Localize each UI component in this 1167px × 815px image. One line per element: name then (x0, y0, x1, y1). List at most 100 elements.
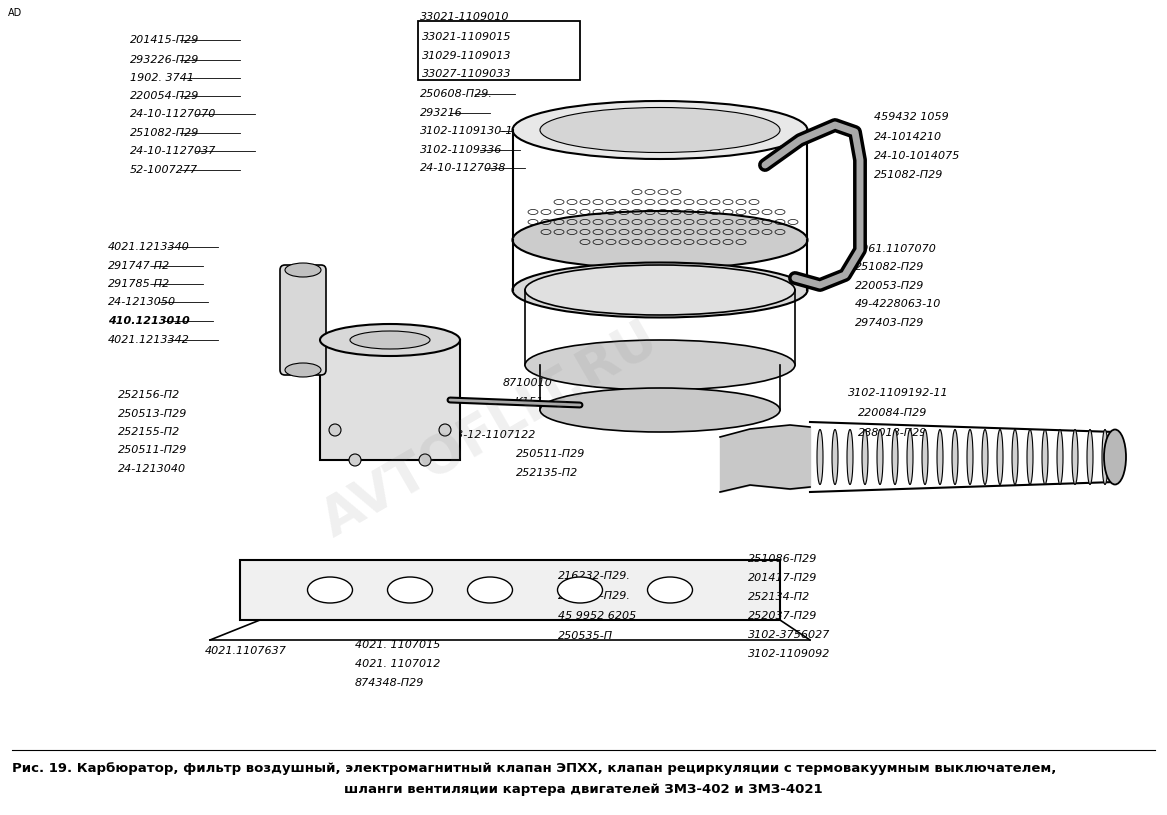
Ellipse shape (540, 388, 780, 432)
Text: 459432 1059: 459432 1059 (874, 112, 949, 122)
Ellipse shape (817, 430, 823, 484)
FancyBboxPatch shape (240, 560, 780, 620)
Text: 4061.1107070: 4061.1107070 (855, 244, 937, 254)
Text: 49-4228063-10: 49-4228063-10 (855, 299, 942, 309)
Text: 33021-1109015: 33021-1109015 (422, 32, 511, 42)
Ellipse shape (1086, 430, 1093, 484)
Text: 293216: 293216 (420, 108, 463, 118)
Ellipse shape (320, 324, 460, 356)
Text: 252037-П29: 252037-П29 (748, 611, 817, 621)
Ellipse shape (997, 430, 1002, 484)
Text: 251082-П29: 251082-П29 (855, 262, 924, 272)
Text: 4021. 1107012: 4021. 1107012 (355, 659, 440, 669)
Ellipse shape (648, 577, 692, 603)
Text: 220084-П29: 220084-П29 (858, 408, 928, 418)
Ellipse shape (512, 262, 808, 318)
Ellipse shape (468, 577, 512, 603)
FancyBboxPatch shape (280, 265, 326, 375)
Circle shape (419, 454, 431, 466)
Text: 220053-П29: 220053-П29 (855, 281, 924, 291)
Text: 45 9952 6205: 45 9952 6205 (558, 611, 636, 621)
Ellipse shape (1027, 430, 1033, 484)
Text: 293226-П29: 293226-П29 (130, 55, 200, 65)
Ellipse shape (512, 101, 808, 159)
Ellipse shape (922, 430, 928, 484)
Ellipse shape (1057, 430, 1063, 484)
Ellipse shape (387, 577, 433, 603)
Text: 251082-П29: 251082-П29 (874, 170, 943, 180)
Ellipse shape (847, 430, 853, 484)
Text: 410.1213010: 410.1213010 (109, 316, 190, 326)
Text: 250513-П29: 250513-П29 (118, 409, 188, 419)
Text: 297403-П29: 297403-П29 (855, 318, 924, 328)
Text: 252038-П29.: 252038-П29. (558, 591, 631, 601)
Ellipse shape (307, 577, 352, 603)
Text: 251082-П29: 251082-П29 (130, 128, 200, 138)
Text: Рис. 19. Карбюратор, фильтр воздушный, электромагнитный клапан ЭПХХ, клапан реци: Рис. 19. Карбюратор, фильтр воздушный, э… (12, 762, 1056, 775)
Ellipse shape (558, 577, 602, 603)
Text: 33027-1109033: 33027-1109033 (422, 69, 511, 79)
Ellipse shape (1104, 430, 1126, 484)
Text: 250511-П29: 250511-П29 (516, 449, 586, 459)
Ellipse shape (285, 263, 321, 277)
Text: 252155-П2: 252155-П2 (118, 427, 180, 437)
Text: 3102-1109336: 3102-1109336 (420, 145, 502, 155)
Text: 52-1007277: 52-1007277 (130, 165, 198, 175)
Text: 291785-П2: 291785-П2 (109, 279, 170, 289)
Text: 4021.1213342: 4021.1213342 (109, 335, 190, 345)
Ellipse shape (285, 363, 321, 377)
Text: 220054-П29: 220054-П29 (130, 91, 200, 101)
Circle shape (439, 424, 450, 436)
Ellipse shape (512, 211, 808, 269)
Text: 24-1014210: 24-1014210 (874, 132, 942, 142)
Text: 4021.1213340: 4021.1213340 (109, 242, 190, 252)
Text: AVTOFLIT.RU: AVTOFLIT.RU (313, 312, 668, 548)
Text: 3102-1109192-11: 3102-1109192-11 (848, 388, 949, 398)
Ellipse shape (832, 430, 838, 484)
Text: 3102-1109130-10.: 3102-1109130-10. (420, 126, 524, 136)
Text: 250535-П: 250535-П (558, 631, 613, 641)
Ellipse shape (525, 265, 795, 315)
Ellipse shape (540, 108, 780, 152)
Text: 1902. 3741: 1902. 3741 (130, 73, 194, 83)
Ellipse shape (892, 430, 897, 484)
Text: 24-10-1127070: 24-10-1127070 (130, 109, 216, 119)
Ellipse shape (525, 340, 795, 390)
Text: 252134-П2: 252134-П2 (748, 592, 810, 602)
Ellipse shape (967, 430, 973, 484)
Ellipse shape (981, 430, 988, 484)
Text: 4021. 1107015: 4021. 1107015 (355, 640, 440, 650)
Text: 3102-1109092: 3102-1109092 (748, 649, 831, 659)
Text: 874348-П29: 874348-П29 (355, 678, 425, 688)
FancyBboxPatch shape (320, 340, 460, 460)
Text: 3102-3756027: 3102-3756027 (748, 630, 831, 640)
Ellipse shape (1012, 430, 1018, 484)
Ellipse shape (876, 430, 883, 484)
Text: 8710010: 8710010 (503, 378, 553, 388)
Text: шланги вентиляции картера двигателей ЗМЗ-402 и ЗМЗ-4021: шланги вентиляции картера двигателей ЗМЗ… (344, 783, 823, 796)
Ellipse shape (952, 430, 958, 484)
Circle shape (349, 454, 361, 466)
Text: 24-1213050: 24-1213050 (109, 297, 176, 307)
Ellipse shape (862, 430, 868, 484)
Text: 251086-П29: 251086-П29 (748, 554, 817, 564)
Text: 24-10-1127038: 24-10-1127038 (420, 163, 506, 173)
Text: 24-10-1127037: 24-10-1127037 (130, 146, 216, 156)
Ellipse shape (907, 430, 913, 484)
Text: 4021.1107637: 4021.1107637 (205, 646, 287, 656)
Text: 24-10-1014075: 24-10-1014075 (874, 151, 960, 161)
Text: 216232-П29.: 216232-П29. (558, 571, 631, 581)
Ellipse shape (1042, 430, 1048, 484)
Text: 201415-П29: 201415-П29 (130, 35, 200, 45)
Text: 33021-1109010: 33021-1109010 (420, 12, 510, 22)
Text: 291747-П2: 291747-П2 (109, 261, 170, 271)
Text: К151: К151 (515, 397, 544, 407)
Text: 31029-1109013: 31029-1109013 (422, 51, 511, 61)
Text: 53-12-1107122: 53-12-1107122 (450, 430, 537, 440)
Text: AD: AD (8, 8, 22, 18)
Text: 252156-П2: 252156-П2 (118, 390, 180, 400)
Ellipse shape (1102, 430, 1107, 484)
Text: 250608-П29.: 250608-П29. (420, 89, 492, 99)
Ellipse shape (1072, 430, 1078, 484)
Text: 252135-П2: 252135-П2 (516, 468, 579, 478)
